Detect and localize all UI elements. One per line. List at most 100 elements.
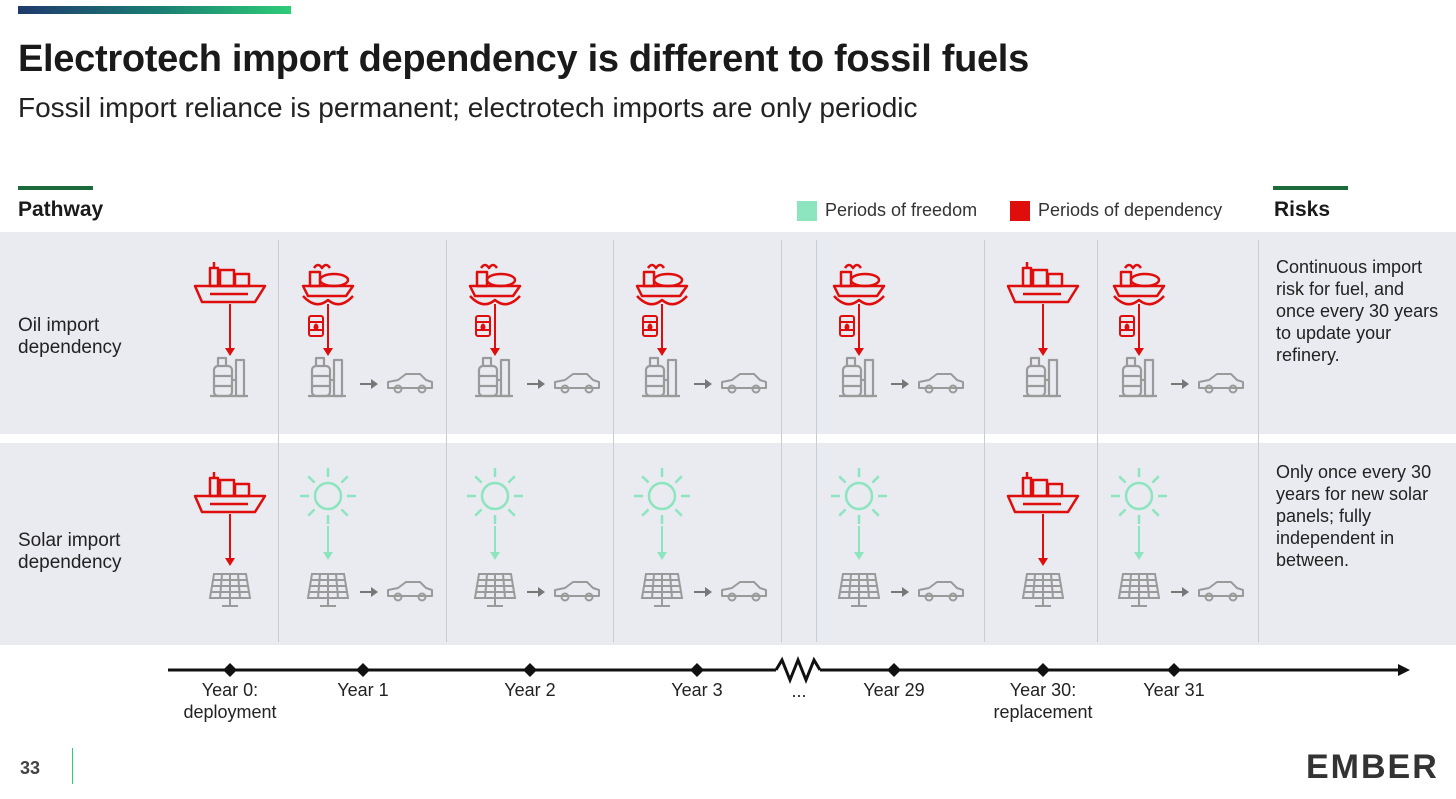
import-arrow-icon (323, 526, 333, 560)
year-label-line1: Year 3 (671, 680, 723, 700)
timeline-tick-marker (690, 663, 704, 677)
column-divider (1097, 240, 1098, 642)
tanker-ship-icon (832, 263, 886, 306)
car-icon (1198, 373, 1244, 394)
oil-year-cell (450, 256, 610, 421)
column-divider (278, 240, 279, 642)
solar-cell-icons (831, 468, 964, 607)
oil-year-cell (1094, 256, 1254, 421)
timeline (168, 655, 1410, 685)
arrow-right-icon (527, 587, 545, 597)
arrow-right-icon (891, 587, 909, 597)
oil-cell-icons (1112, 263, 1244, 398)
arrow-right-icon (527, 379, 545, 389)
legend-freedom: Periods of freedom (797, 200, 977, 221)
solar-cell-icons (634, 468, 767, 607)
pathway-heading: Pathway (18, 198, 104, 221)
solar-year-cell (150, 466, 310, 631)
refinery-icon (308, 356, 346, 398)
solar-year-cell (1094, 466, 1254, 631)
sun-icon (300, 468, 356, 524)
arrow-right-icon (360, 587, 378, 597)
oil-barrel-icon (475, 315, 491, 337)
oil-year-cell (150, 256, 310, 421)
solar-panel-icon (640, 573, 684, 607)
solar-year-cell (450, 466, 610, 631)
refinery-icon (1119, 356, 1157, 398)
import-arrow-icon (1134, 304, 1144, 356)
import-arrow-icon (490, 526, 500, 560)
column-divider (781, 240, 782, 642)
solar-cell-icons (193, 472, 267, 607)
solar-panel-icon (208, 573, 252, 607)
import-arrow-icon (323, 304, 333, 356)
container-ship-icon (193, 472, 267, 514)
solar-panel-icon (837, 573, 881, 607)
timeline-tick-marker (223, 663, 237, 677)
year-label-line1: Year 31 (1143, 680, 1205, 700)
oil-barrel-icon (839, 315, 855, 337)
refinery-icon (839, 356, 877, 398)
legend-freedom-label: Periods of freedom (825, 200, 978, 220)
car-icon (1198, 581, 1244, 602)
column-divider (984, 240, 985, 642)
import-arrow-icon (657, 304, 667, 356)
year-label: Year 31 (1143, 679, 1204, 701)
year-label: Year 30: replacement (993, 679, 1092, 723)
timeline-break-label: ... (791, 681, 807, 701)
year-label-line1: Year 0: (201, 680, 259, 700)
solar-panel-icon (1021, 573, 1065, 607)
timeline-tick-marker (1036, 663, 1050, 677)
container-ship-icon (1006, 472, 1080, 514)
year-label: Year 2 (504, 679, 555, 701)
arrow-right-icon (360, 379, 378, 389)
timeline-tick-marker (887, 663, 901, 677)
year-label-line2: replacement (993, 702, 1093, 722)
oil-year-cell (283, 256, 443, 421)
solar-panel-icon (306, 573, 350, 607)
import-arrow-icon (854, 304, 864, 356)
pathway-accent-rule (18, 186, 93, 190)
oil-risk-text: Continuous import risk for fuel, and onc… (1276, 257, 1439, 365)
solar-year-cell (814, 466, 974, 631)
ember-logo: EMBER (1306, 748, 1439, 786)
column-divider (1258, 240, 1259, 642)
oil-year-cell (963, 256, 1123, 421)
tanker-ship-icon (635, 263, 689, 306)
car-icon (918, 373, 964, 394)
import-arrow-icon (1134, 526, 1144, 560)
container-ship-icon (193, 262, 267, 304)
oil-row-label: Oil import dependency (18, 315, 122, 358)
car-icon (387, 373, 433, 394)
page-title: Electrotech import dependency is differe… (18, 38, 1029, 80)
timeline-tick-marker (523, 663, 537, 677)
column-divider (816, 240, 817, 642)
year-label-line1: Year 29 (863, 680, 925, 700)
oil-cell-icons (1006, 262, 1080, 398)
risks-accent-rule (1273, 186, 1348, 190)
container-ship-icon (1006, 262, 1080, 304)
import-arrow-icon (490, 304, 500, 356)
car-icon (387, 581, 433, 602)
oil-year-cell (814, 256, 974, 421)
oil-row-band (0, 232, 1456, 434)
import-arrow-icon (1038, 304, 1048, 356)
timeline-break-icon (774, 655, 822, 685)
sun-icon (1111, 468, 1167, 524)
freedom-swatch (797, 200, 817, 221)
import-arrow-icon (854, 526, 864, 560)
solar-year-cell (283, 466, 443, 631)
car-icon (721, 581, 767, 602)
legend-dependency: Periods of dependency (1010, 200, 1222, 221)
car-icon (554, 373, 600, 394)
year-label: Year 1 (337, 679, 388, 701)
year-label-line1: Year 30: (1009, 680, 1077, 700)
solar-row-band (0, 443, 1456, 645)
import-arrow-icon (657, 526, 667, 560)
import-arrow-icon (1038, 514, 1048, 566)
arrow-right-icon (1171, 587, 1189, 597)
tanker-ship-icon (301, 263, 355, 306)
oil-barrel-icon (1119, 315, 1135, 337)
solar-panel-icon (473, 573, 517, 607)
solar-year-cell (963, 466, 1123, 631)
